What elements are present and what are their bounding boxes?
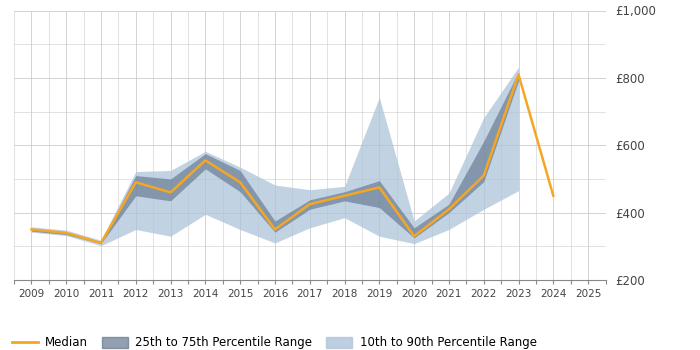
Legend: Median, 25th to 75th Percentile Range, 10th to 90th Percentile Range: Median, 25th to 75th Percentile Range, 1…: [7, 332, 541, 350]
